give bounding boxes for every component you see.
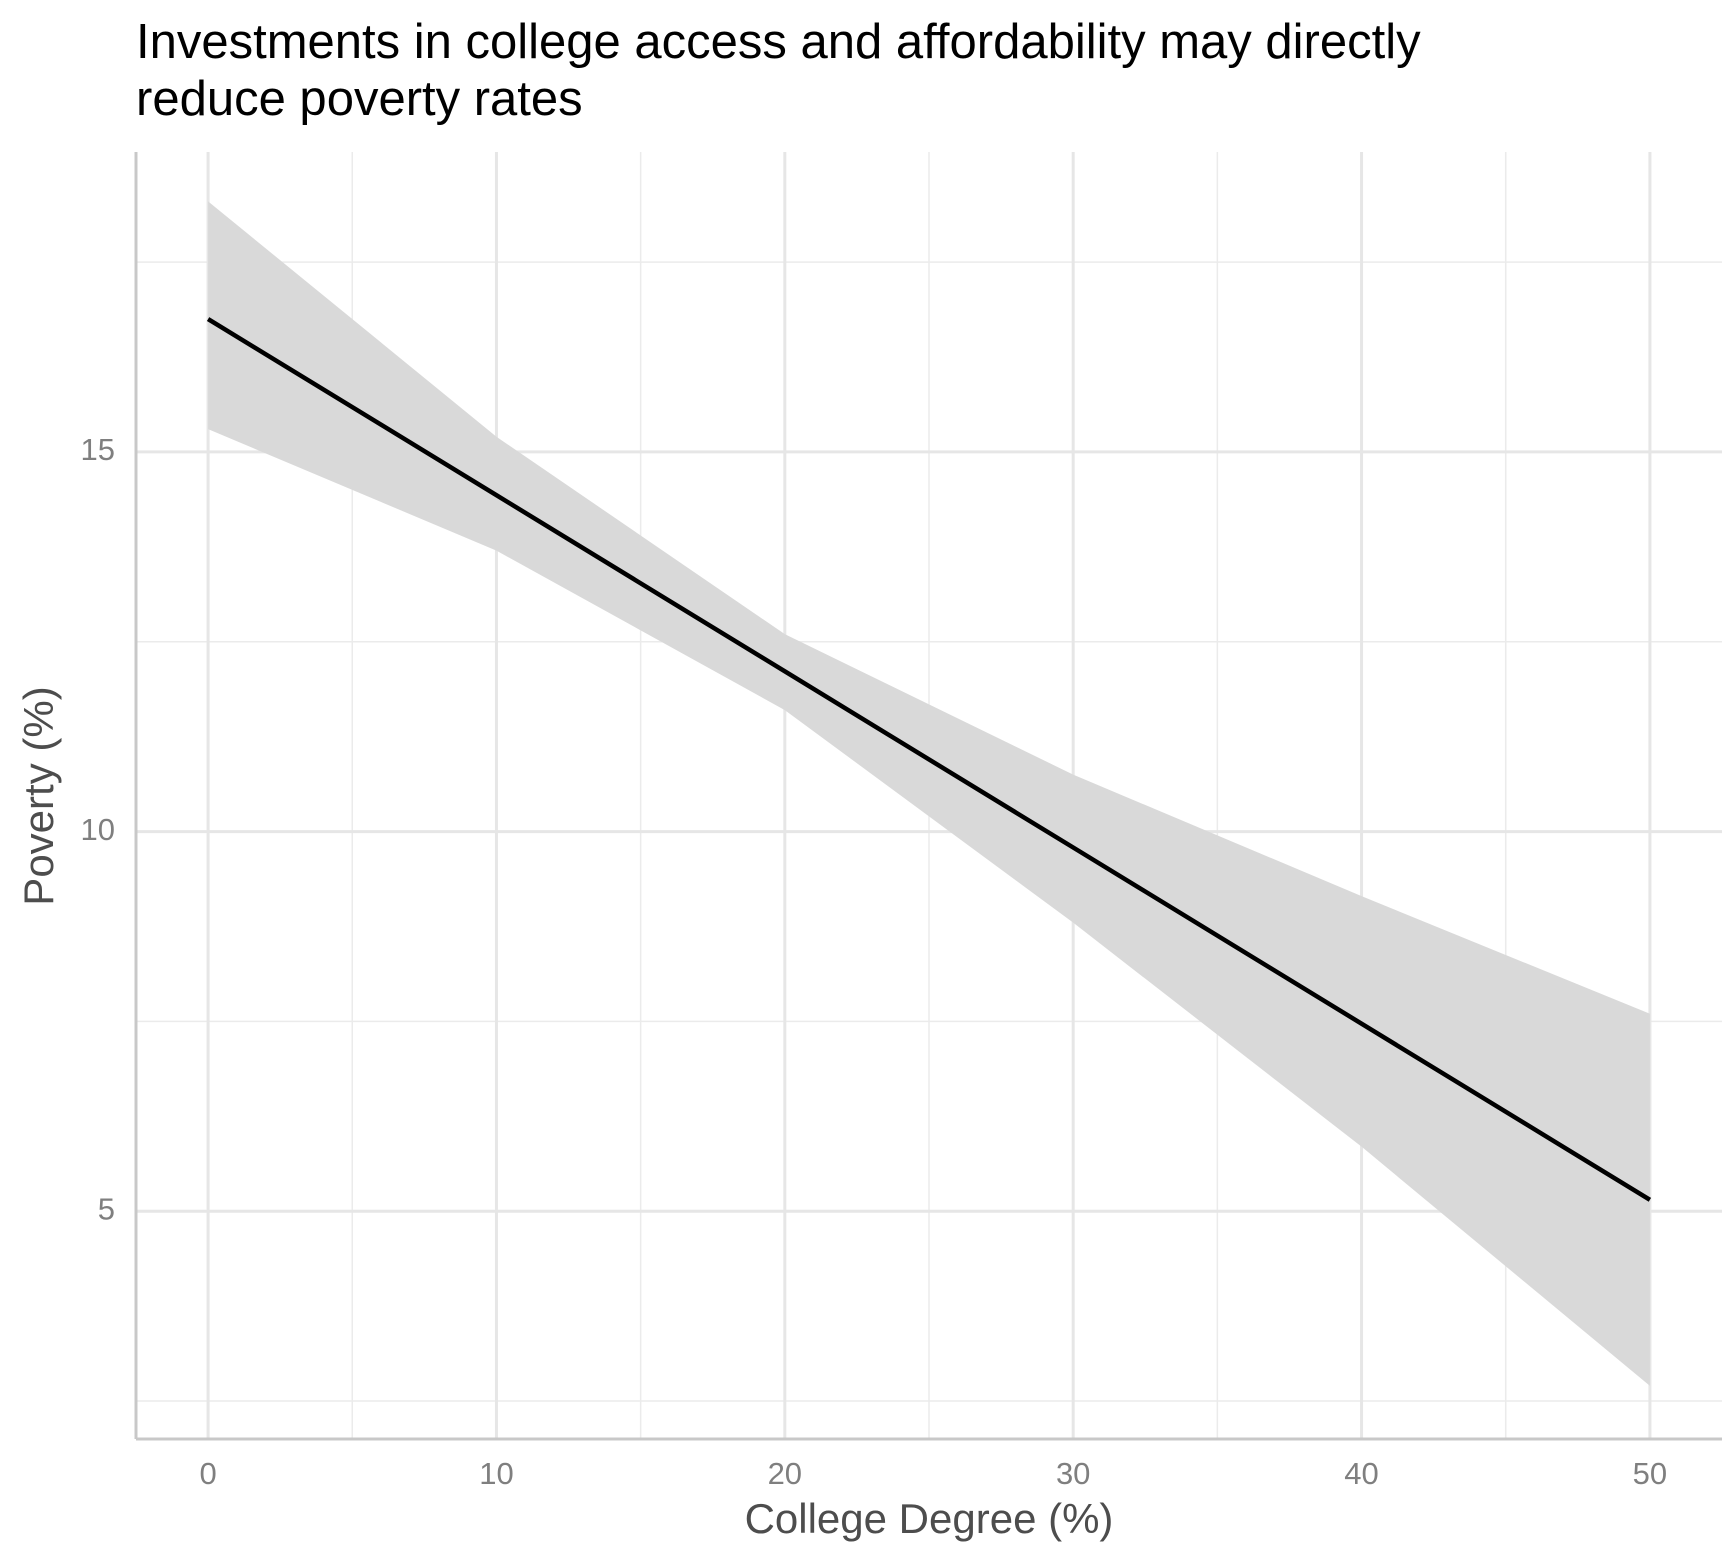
confidence-band (208, 201, 1650, 1386)
y-axis-title: Poverty (%) (15, 686, 62, 905)
x-axis-title: College Degree (%) (745, 1495, 1114, 1542)
x-tick-label: 40 (1344, 1456, 1378, 1491)
x-tick-label: 30 (1056, 1456, 1090, 1491)
y-tick-label: 15 (81, 432, 115, 467)
x-tick-label: 0 (199, 1456, 216, 1491)
chart-title: Investments in college access and afford… (136, 15, 1421, 69)
x-tick-label: 50 (1633, 1456, 1667, 1491)
x-tick-label: 10 (479, 1456, 513, 1491)
chart-title: reduce poverty rates (136, 72, 583, 126)
y-tick-label: 5 (98, 1191, 115, 1226)
y-tick-label: 10 (81, 812, 115, 847)
x-tick-label: 20 (768, 1456, 802, 1491)
trend-line (206, 317, 1652, 1202)
